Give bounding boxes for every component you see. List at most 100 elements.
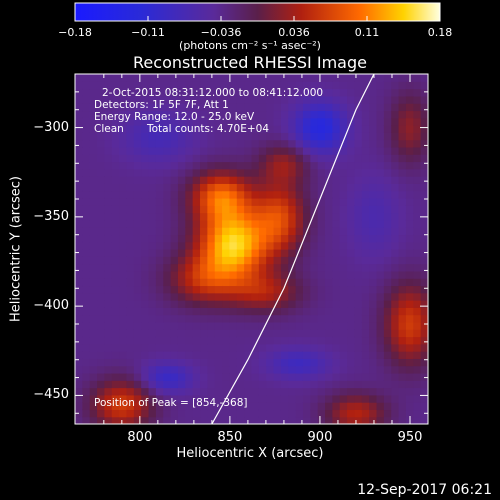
heatmap-cell — [413, 343, 422, 352]
heatmap-cell — [325, 95, 333, 104]
heatmap-cell — [369, 154, 378, 163]
heatmap-cell — [111, 307, 120, 316]
heatmap-cell — [177, 307, 186, 316]
heatmap-cell — [280, 343, 289, 352]
heatmap-cell — [177, 241, 186, 250]
heatmap-cell — [207, 300, 216, 308]
heatmap-cell — [148, 88, 157, 97]
heatmap-cell — [258, 343, 267, 352]
heatmap-cell — [376, 132, 385, 141]
heatmap-cell — [310, 394, 319, 403]
heatmap-cell — [214, 394, 223, 403]
heatmap-cell — [361, 343, 370, 352]
heatmap-cell — [104, 117, 113, 126]
heatmap-cell — [413, 380, 422, 389]
heatmap-cell — [354, 212, 363, 221]
heatmap-cell — [170, 241, 179, 250]
heatmap-cell — [214, 343, 223, 352]
heatmap-cell — [141, 358, 150, 367]
heatmap-cell — [369, 227, 378, 236]
heatmap-cell — [420, 219, 428, 228]
heatmap-cell — [111, 110, 120, 119]
heatmap-cell — [141, 176, 150, 184]
heatmap-cell — [148, 168, 157, 177]
heatmap-cell — [420, 278, 428, 287]
heatmap-cell — [376, 154, 385, 163]
heatmap-cell — [207, 270, 216, 279]
heatmap-cell — [273, 329, 282, 338]
heatmap-cell — [258, 183, 267, 192]
heatmap-cell — [339, 343, 348, 352]
heatmap-cell — [82, 329, 91, 338]
heatmap-cell — [361, 190, 370, 199]
heatmap-cell — [280, 241, 289, 250]
heatmap-cell — [310, 263, 319, 272]
heatmap-cell — [177, 402, 186, 411]
heatmap-cell — [302, 292, 311, 301]
heatmap-cell — [185, 125, 194, 133]
heatmap-cell — [133, 416, 142, 424]
heatmap-cell — [273, 343, 282, 352]
heatmap-cell — [302, 110, 311, 119]
heatmap-cell — [332, 176, 341, 184]
heatmap-cell — [163, 176, 172, 184]
heatmap-cell — [163, 103, 172, 112]
heatmap-cell — [148, 409, 157, 418]
heatmap-cell — [192, 292, 201, 301]
heatmap-cell — [244, 103, 253, 112]
heatmap-cell — [75, 300, 83, 308]
heatmap-cell — [163, 270, 172, 279]
heatmap-cell — [251, 343, 260, 352]
heatmap-cell — [163, 365, 172, 374]
heatmap-cell — [369, 336, 378, 345]
heatmap-cell — [251, 300, 260, 308]
heatmap-cell — [89, 190, 98, 199]
heatmap-cell — [207, 132, 216, 141]
heatmap-cell — [192, 197, 201, 206]
heatmap-cell — [317, 358, 326, 367]
heatmap-cell — [141, 394, 150, 403]
heatmap-cell — [170, 394, 179, 403]
heatmap-cell — [266, 249, 275, 257]
heatmap-cell — [302, 95, 311, 104]
heatmap-cell — [244, 241, 253, 250]
heatmap-cell — [347, 161, 356, 170]
heatmap-cell — [273, 205, 282, 214]
heatmap-cell — [207, 380, 216, 389]
heatmap-cell — [89, 197, 98, 206]
heatmap-cell — [104, 249, 113, 257]
heatmap-cell — [229, 285, 238, 294]
heatmap-cell — [266, 219, 275, 228]
heatmap-cell — [325, 81, 333, 90]
heatmap-cell — [222, 256, 231, 265]
heatmap-cell — [405, 285, 414, 294]
heatmap-cell — [273, 110, 282, 119]
heatmap-cell — [420, 132, 428, 141]
heatmap-cell — [420, 117, 428, 126]
heatmap-cell — [383, 125, 392, 133]
heatmap-cell — [369, 110, 378, 119]
heatmap-cell — [229, 380, 238, 389]
heatmap-cell — [185, 227, 194, 236]
heatmap-cell — [214, 336, 223, 345]
heatmap-cell — [177, 219, 186, 228]
heatmap-cell — [420, 81, 428, 90]
heatmap-cell — [354, 256, 363, 265]
heatmap-cell — [391, 249, 400, 257]
heatmap-cell — [310, 190, 319, 199]
heatmap-cell — [82, 387, 91, 396]
heatmap-cell — [185, 161, 194, 170]
axis-ticks — [75, 74, 428, 424]
heatmap-cell — [280, 256, 289, 265]
heatmap-cell — [177, 146, 186, 155]
heatmap-cell — [391, 146, 400, 155]
heatmap-cell — [398, 234, 407, 243]
heatmap-cell — [200, 81, 208, 90]
heatmap-cell — [361, 88, 370, 97]
heatmap-cell — [229, 125, 238, 133]
heatmap-cell — [251, 132, 260, 141]
heatmap-cell — [361, 81, 370, 90]
heatmap-cell — [302, 190, 311, 199]
heatmap-cell — [273, 81, 282, 90]
heatmap-cell — [258, 358, 267, 367]
